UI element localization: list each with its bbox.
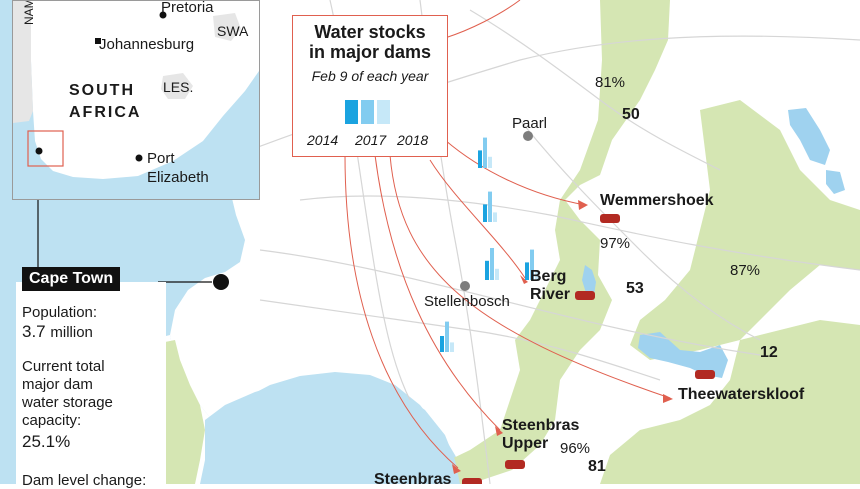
- inset-lesotho-label: LES.: [163, 79, 193, 95]
- wemmershoek-marker: [600, 214, 620, 223]
- mini-bar-berg-river-2-2018: [535, 270, 539, 280]
- top-pct: 81%: [595, 74, 625, 91]
- mini-bar-wemmershoek-2-2014: [483, 204, 487, 222]
- legend-title: Water stocks in major dams: [293, 22, 447, 62]
- capacity-label-3: water storage: [22, 394, 113, 411]
- steenbras-lower-marker: [462, 478, 482, 484]
- mini-bar-berg-river-2018: [495, 268, 499, 280]
- berg-river-marker: [575, 291, 595, 300]
- legend-title-line1: Water stocks: [314, 22, 426, 42]
- steenbras-upper-num: 81: [588, 458, 606, 475]
- legend-year-2018: 2018: [397, 132, 429, 148]
- paarl-dot: [523, 131, 533, 141]
- legend-bar-2017: [361, 100, 374, 124]
- legend-title-line2: in major dams: [308, 42, 432, 62]
- population-number: 3.7: [22, 322, 46, 341]
- inset-port-elizabeth-dot: [135, 154, 143, 162]
- mountains-east: [630, 100, 860, 360]
- mini-bar-wemmershoek-2017: [483, 137, 487, 168]
- inset-svg: NAM Pretoria Johannesburg SWA LES. SOUTH…: [13, 1, 259, 199]
- legend-year-2014: 2014: [307, 132, 339, 148]
- inset-namibia: [13, 1, 33, 123]
- legend: Water stocks in major dams Feb 9 of each…: [292, 15, 448, 157]
- lake-theewaterskloof: [638, 332, 728, 378]
- lake-paarl: [826, 170, 845, 194]
- theewaterskloof-label: Theewaterskloof: [678, 386, 805, 403]
- berg-river-num: 53: [626, 280, 644, 297]
- mini-bar-berg-river-2014: [485, 260, 489, 280]
- berg-river-label-2: River: [530, 286, 570, 303]
- steenbras-upper-label-2: Upper: [502, 435, 548, 452]
- legend-bar-2018: [377, 100, 390, 124]
- mini-bar-theewaterskloof-2017: [445, 321, 449, 352]
- stellenbosch-label: Stellenbosch: [424, 293, 510, 310]
- inset-swaziland: [213, 13, 241, 41]
- steenbras-upper-pct: 96%: [560, 440, 590, 457]
- inset-highlight-box: [27, 130, 64, 167]
- lake-wemmershoek: [582, 265, 596, 295]
- steenbras-upper-label-1: Steenbras: [502, 417, 579, 434]
- steenbras-lower-label: Steenbras: [374, 471, 451, 484]
- mini-bar-wemmershoek-2018: [488, 156, 492, 168]
- inset-cape-town-dot: [35, 147, 43, 155]
- legend-subtitle: Feb 9 of each year: [311, 68, 429, 84]
- inset-namibia-label: NAM: [22, 1, 36, 25]
- capacity-label-2: major dam: [22, 376, 93, 393]
- false-bay: [205, 378, 460, 484]
- legend-bar-2014: [345, 100, 358, 124]
- city-name-badge: Cape Town: [22, 267, 121, 291]
- wemmershoek-pct: 97%: [600, 235, 630, 252]
- theewaterskloof-marker: [695, 370, 715, 379]
- inset-johannesburg-label: Johannesburg: [99, 36, 194, 53]
- population-value: 3.7 million: [22, 322, 93, 342]
- inset-swaziland-label: SWA: [217, 23, 249, 39]
- mountains-southeast: [600, 320, 860, 484]
- berg-river-label-1: Berg: [530, 268, 566, 285]
- inset-country-label-2: AFRICA: [69, 104, 141, 121]
- mini-bar-wemmershoek-2014: [478, 150, 482, 168]
- inset-lesotho: [161, 73, 193, 99]
- theewaterskloof-num: 12: [760, 344, 778, 361]
- population-label: Population:: [22, 304, 98, 321]
- capacity-label-1: Current total: [22, 358, 105, 375]
- theewaterskloof-pct: 87%: [730, 262, 760, 279]
- inset-port-elizabeth-label-1: Port: [147, 150, 175, 167]
- steenbras-upper-marker: [505, 460, 525, 469]
- mini-bar-theewaterskloof-2018: [450, 342, 454, 352]
- inset-map: NAM Pretoria Johannesburg SWA LES. SOUTH…: [12, 0, 260, 200]
- dam-level-change-label: Dam level change:: [22, 472, 147, 489]
- city-info-panel: [16, 282, 166, 484]
- stellenbosch-dot: [460, 281, 470, 291]
- mini-bar-berg-river-2-2017: [530, 249, 534, 280]
- wemmershoek-label: Wemmershoek: [600, 192, 714, 209]
- inset-land-south-africa: [31, 1, 259, 179]
- inset-johannesburg-dot: [95, 38, 101, 44]
- mini-bar-berg-river-2-2014: [525, 262, 529, 280]
- mini-bar-wemmershoek-2-2018: [493, 212, 497, 222]
- mountains-north: [445, 0, 670, 484]
- inset-pretoria-dot: [159, 11, 167, 19]
- arrows: [344, 0, 671, 469]
- mini-charts: [440, 137, 539, 352]
- mini-bar-theewaterskloof-2014: [440, 336, 444, 352]
- cape-town-dot: [213, 274, 229, 290]
- arrowheads: [452, 200, 673, 474]
- top-num: 50: [622, 106, 640, 123]
- paarl-label: Paarl: [512, 115, 547, 132]
- inset-port-elizabeth-label-2: Elizabeth: [147, 169, 209, 186]
- legend-year-2017: 2017: [355, 132, 387, 148]
- population-unit: million: [50, 324, 93, 341]
- capacity-value: 25.1%: [22, 432, 71, 451]
- mini-bar-wemmershoek-2-2017: [488, 191, 492, 222]
- lake-north: [788, 108, 830, 165]
- inset-pretoria-label: Pretoria: [161, 1, 214, 16]
- capacity-label-4: capacity:: [22, 412, 82, 429]
- mini-bar-berg-river-2017: [490, 248, 494, 280]
- inset-country-label-1: SOUTH: [69, 82, 135, 99]
